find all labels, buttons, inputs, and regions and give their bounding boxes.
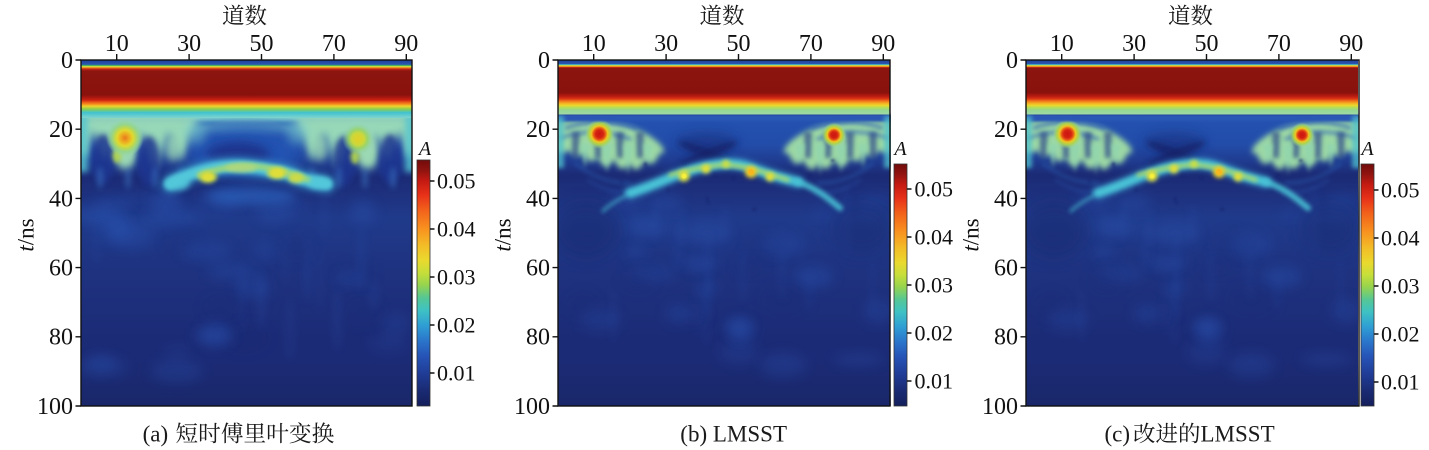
svg-text:0.02: 0.02	[1381, 321, 1420, 346]
svg-text:0.01: 0.01	[1381, 369, 1420, 394]
svg-text:t/ns: t/ns	[491, 218, 516, 251]
svg-text:0.03: 0.03	[915, 272, 954, 297]
svg-text:40: 40	[49, 186, 73, 212]
svg-text:100: 100	[37, 394, 73, 420]
svg-text:A: A	[417, 138, 432, 160]
svg-text:60: 60	[49, 256, 73, 282]
svg-text:0.01: 0.01	[915, 368, 954, 393]
svg-text:A: A	[1359, 138, 1374, 160]
svg-text:20: 20	[526, 117, 550, 143]
svg-text:0.01: 0.01	[437, 360, 476, 385]
svg-text:30: 30	[654, 31, 678, 57]
svg-text:80: 80	[526, 325, 550, 351]
svg-text:(c): (c)	[1105, 422, 1131, 447]
svg-text:80: 80	[49, 325, 73, 351]
svg-text:0.03: 0.03	[437, 264, 476, 289]
svg-text:0.02: 0.02	[437, 312, 476, 337]
svg-text:40: 40	[994, 186, 1018, 212]
svg-text:t/ns: t/ns	[959, 218, 984, 251]
svg-text:0: 0	[1006, 48, 1018, 74]
svg-text:10: 10	[105, 31, 129, 57]
svg-text:10: 10	[1050, 31, 1074, 57]
svg-text:10: 10	[582, 31, 606, 57]
svg-text:LMSST: LMSST	[1201, 422, 1275, 447]
svg-text:20: 20	[994, 117, 1018, 143]
svg-text:100: 100	[982, 394, 1018, 420]
svg-text:t/ns: t/ns	[14, 218, 39, 251]
svg-text:90: 90	[394, 31, 418, 57]
svg-text:40: 40	[526, 186, 550, 212]
svg-text:0.05: 0.05	[437, 168, 476, 193]
svg-text:0.02: 0.02	[915, 320, 954, 345]
svg-text:0.05: 0.05	[915, 176, 954, 201]
svg-text:20: 20	[49, 117, 73, 143]
svg-text:50: 50	[727, 31, 751, 57]
svg-text:A: A	[892, 138, 907, 160]
svg-text:0.03: 0.03	[1381, 273, 1420, 298]
svg-text:100: 100	[514, 394, 550, 420]
svg-text:50: 50	[250, 31, 274, 57]
svg-text:0.05: 0.05	[1381, 177, 1420, 202]
svg-text:(a): (a)	[143, 422, 169, 447]
svg-text:70: 70	[1267, 31, 1291, 57]
svg-text:0.04: 0.04	[915, 224, 954, 249]
svg-text:0.04: 0.04	[437, 216, 476, 241]
svg-text:70: 70	[322, 31, 346, 57]
svg-text:30: 30	[177, 31, 201, 57]
svg-text:60: 60	[994, 256, 1018, 282]
svg-text:30: 30	[1122, 31, 1146, 57]
svg-text:90: 90	[1339, 31, 1363, 57]
svg-text:(b) LMSST: (b) LMSST	[680, 422, 787, 447]
svg-text:0: 0	[61, 48, 73, 74]
svg-text:70: 70	[799, 31, 823, 57]
svg-text:60: 60	[526, 256, 550, 282]
svg-text:50: 50	[1195, 31, 1219, 57]
svg-text:0.04: 0.04	[1381, 225, 1420, 250]
svg-text:0: 0	[538, 48, 550, 74]
svg-text:90: 90	[871, 31, 895, 57]
svg-text:80: 80	[994, 325, 1018, 351]
